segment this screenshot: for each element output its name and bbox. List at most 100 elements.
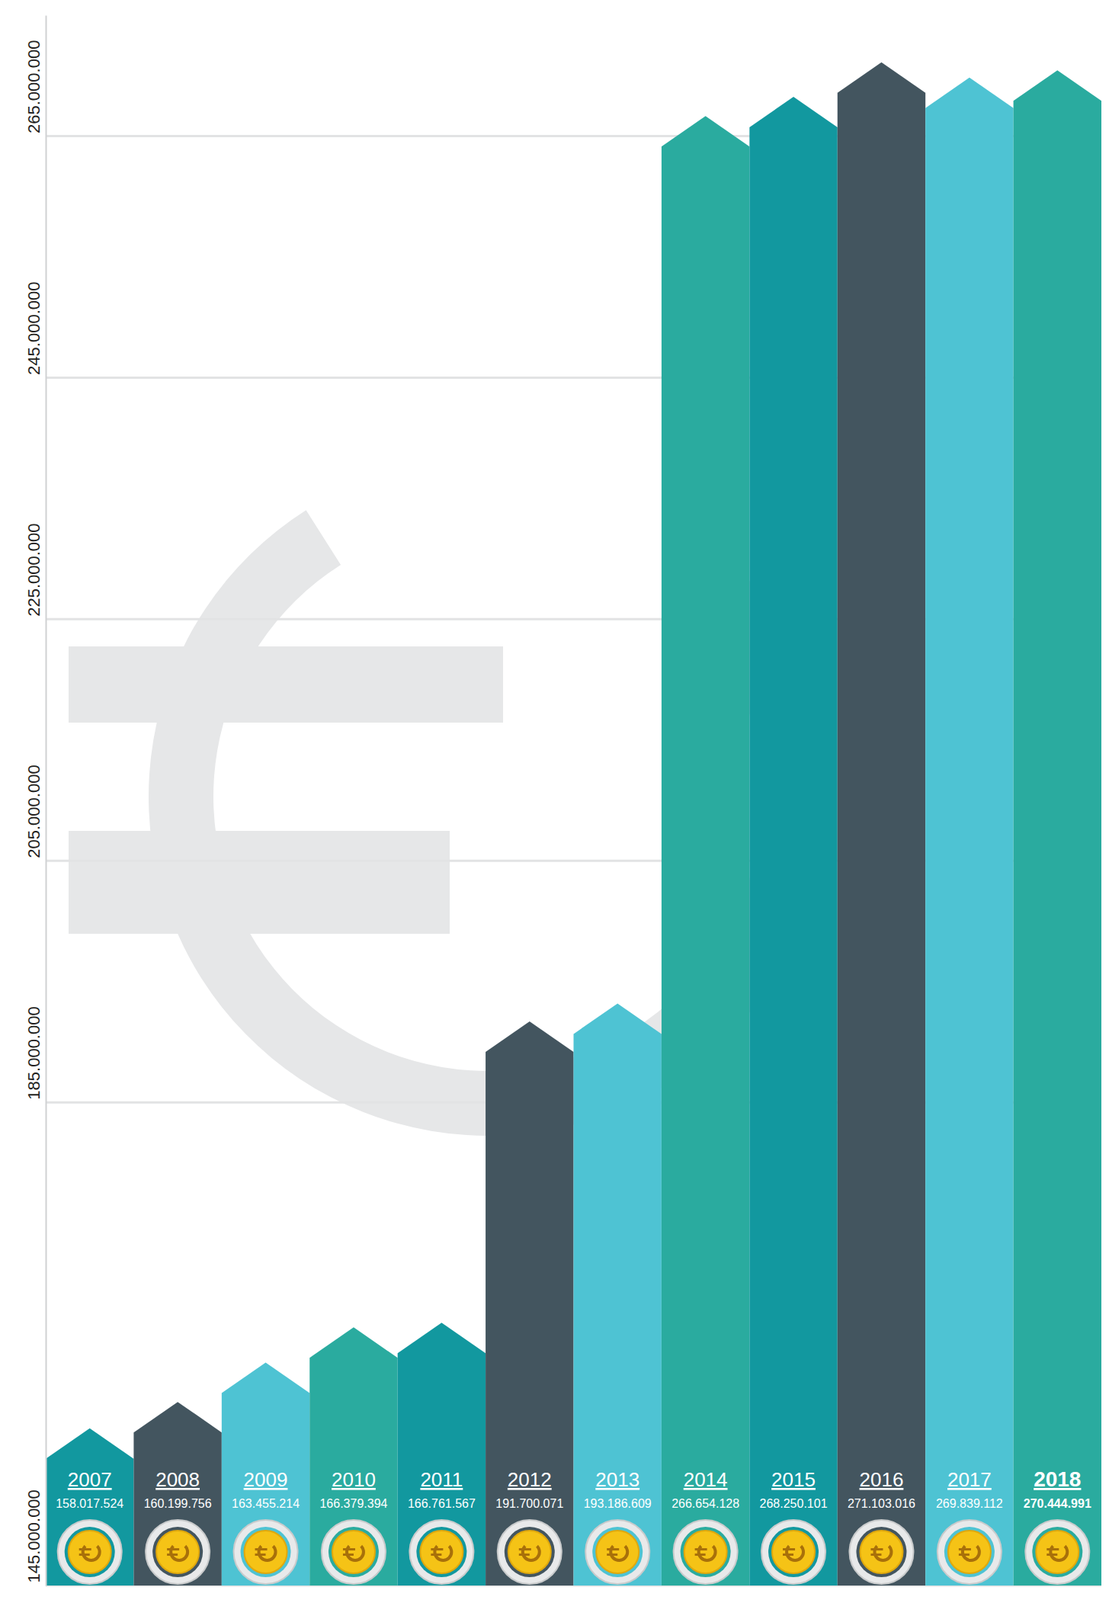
tick-label: 225.000.000 [24, 522, 44, 616]
coin-euro [255, 1553, 267, 1556]
coin-euro [872, 1544, 893, 1562]
bar [661, 115, 750, 1586]
coin-face [859, 1530, 903, 1574]
coin-face [772, 1530, 815, 1574]
y-axis: 145.000.000 185.000.000 205.000.000 225.000… [24, 16, 47, 1587]
category-label: 2014 [683, 1467, 728, 1491]
data-label: 158.017.524 [55, 1496, 124, 1510]
coin-euro [870, 1553, 882, 1556]
coin-euro [521, 1544, 542, 1562]
coin-ring [673, 1519, 738, 1584]
coin-rim [855, 1526, 907, 1577]
coin-ring [57, 1519, 122, 1584]
coin-ring [761, 1519, 826, 1584]
coin-ring [145, 1519, 210, 1584]
coins [57, 1519, 1090, 1584]
coin [57, 1519, 122, 1584]
coin-euro [697, 1544, 718, 1562]
coin-face [244, 1530, 288, 1574]
coin [321, 1519, 386, 1584]
coin-euro [961, 1544, 981, 1562]
category-label: 2008 [155, 1467, 200, 1491]
labels: 2007158.017.5242008160.199.7562009163.45… [55, 1467, 1092, 1510]
coin-euro [166, 1548, 180, 1551]
coin-rim [768, 1526, 819, 1577]
coin-rim [64, 1526, 116, 1577]
coin-euro [79, 1548, 92, 1551]
coin-rim [680, 1526, 731, 1577]
chart: 145.000.000 185.000.000 205.000.000 225.000… [0, 0, 1109, 1600]
coin-face [684, 1530, 728, 1574]
coin-euro [79, 1553, 90, 1556]
category-label: 2013 [595, 1467, 640, 1491]
data-label: 271.103.016 [847, 1496, 916, 1510]
data-label: 160.199.756 [144, 1496, 212, 1510]
coin-rim [1032, 1526, 1083, 1577]
coin [1025, 1519, 1090, 1584]
coin-face [1035, 1530, 1079, 1574]
coin-ring [233, 1519, 299, 1584]
coin-euro [342, 1548, 356, 1551]
data-label: 266.654.128 [671, 1496, 740, 1510]
coin-euro [169, 1544, 190, 1562]
bar [309, 1326, 398, 1586]
coin-euro [342, 1553, 354, 1556]
coin-euro [255, 1548, 268, 1551]
bar [925, 77, 1013, 1586]
coin-ring [849, 1519, 914, 1584]
tick: 205.000.000 [24, 764, 46, 861]
tick: 185.000.000 [24, 1006, 46, 1103]
coin-euro [519, 1548, 532, 1551]
category-label: 2016 [859, 1467, 904, 1491]
coin [233, 1519, 299, 1584]
tick: 245.000.000 [24, 282, 46, 379]
coin-ring [1025, 1519, 1090, 1584]
coin-ring [321, 1519, 386, 1584]
coin-euro [430, 1553, 442, 1556]
bar [1013, 70, 1102, 1586]
euro-bar [68, 830, 450, 934]
coin-euro [608, 1544, 629, 1562]
coin-euro [785, 1544, 805, 1562]
bar [749, 96, 837, 1586]
bar [221, 1362, 310, 1586]
tick-label: 205.000.000 [24, 764, 44, 858]
coin-rim [240, 1526, 292, 1577]
data-label: 270.444.991 [1023, 1496, 1092, 1510]
coin [673, 1519, 738, 1584]
coin-euro [695, 1548, 708, 1551]
tick: 225.000.000 [24, 522, 46, 619]
data-label: 269.839.112 [935, 1496, 1004, 1510]
coin-euro [782, 1548, 795, 1551]
coin [849, 1519, 914, 1584]
coin-euro [166, 1553, 178, 1556]
bar [133, 1401, 222, 1586]
coin-euro [606, 1553, 618, 1556]
coin-euro [430, 1548, 443, 1551]
category-label: 2010 [331, 1467, 376, 1491]
coin-euro [958, 1548, 972, 1551]
coin [585, 1519, 650, 1584]
coin-euro [519, 1553, 530, 1556]
tick-label: 145.000.000 [24, 1489, 44, 1583]
coin-euro [257, 1544, 278, 1562]
bar [573, 1003, 662, 1586]
category-label: 2017 [947, 1467, 992, 1491]
data-label: 166.379.394 [319, 1496, 388, 1510]
coin-rim [416, 1526, 467, 1577]
data-label: 268.250.101 [759, 1496, 828, 1510]
category-label: 2018 [1033, 1467, 1081, 1491]
category-label: 2015 [771, 1467, 816, 1491]
coin-face [508, 1530, 552, 1574]
coin [937, 1519, 1002, 1584]
coin-rim [152, 1526, 203, 1577]
coin-face [419, 1530, 463, 1574]
coin-euro [606, 1548, 619, 1551]
coin-euro [870, 1548, 883, 1551]
euro-bar [68, 646, 504, 723]
coin-rim [328, 1526, 379, 1577]
coin-euro [1046, 1548, 1059, 1551]
bar [837, 62, 926, 1586]
coin [761, 1519, 826, 1584]
coin-face [596, 1530, 639, 1574]
